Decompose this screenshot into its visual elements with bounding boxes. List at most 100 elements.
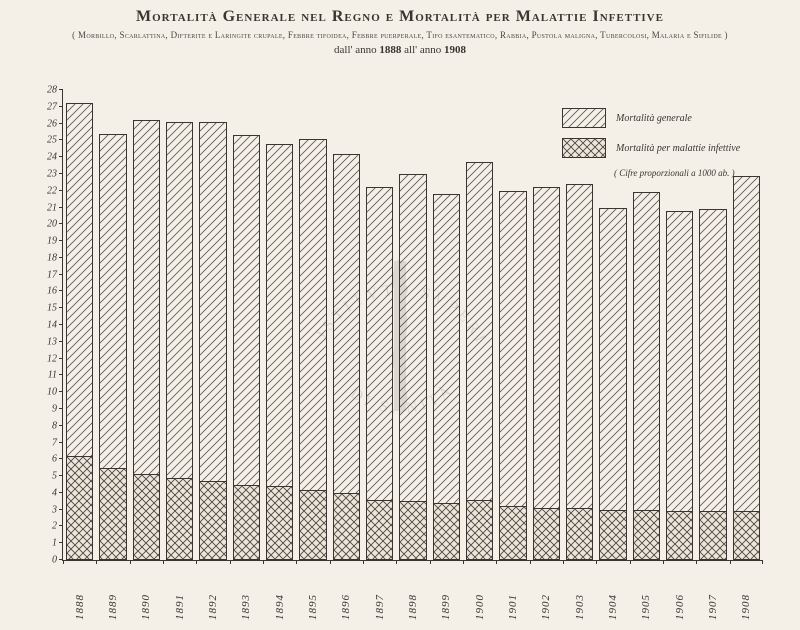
year-end: 1908 — [444, 44, 466, 56]
y-tick-label: 4 — [52, 487, 63, 498]
bar — [599, 208, 626, 561]
bar — [333, 154, 360, 560]
x-label: 1904 — [607, 594, 619, 620]
legend-swatch-infective — [562, 138, 606, 158]
x-label: 1903 — [574, 594, 586, 620]
bar — [199, 122, 226, 560]
x-label: 1890 — [140, 594, 152, 620]
y-tick-label: 14 — [47, 320, 63, 331]
x-label: 1906 — [674, 594, 686, 620]
bar — [366, 187, 393, 560]
y-tick-label: 15 — [47, 303, 63, 314]
y-tick-label: 2 — [52, 521, 63, 532]
x-label: 1901 — [507, 594, 519, 620]
y-tick-label: 25 — [47, 135, 63, 146]
legend-row-infective: Mortalità per malattie infettive — [562, 138, 772, 158]
bar-slot: 1902 — [530, 90, 563, 560]
bar — [499, 191, 526, 560]
y-tick-label: 19 — [47, 236, 63, 247]
chart-title: Mortalità Generale nel Regno e Mortalità… — [0, 8, 800, 26]
chart-subtitle: ( Morbillo, Scarlattina, Difterite e Lar… — [0, 30, 800, 40]
date-mid: all' anno — [401, 44, 444, 56]
bar-slot: 1899 — [430, 90, 463, 560]
y-tick-label: 5 — [52, 471, 63, 482]
bar-infective — [634, 510, 659, 559]
bar-infective — [600, 510, 625, 559]
bar-infective — [334, 493, 359, 559]
y-tick-label: 11 — [48, 370, 63, 381]
year-start: 1888 — [379, 44, 401, 56]
bar-general — [567, 185, 592, 559]
bar — [99, 134, 126, 560]
bar-slot: 1894 — [263, 90, 296, 560]
x-label: 1896 — [340, 594, 352, 620]
bar-general — [634, 193, 659, 559]
bar — [66, 103, 93, 560]
x-label: 1895 — [307, 594, 319, 620]
bar-infective — [400, 501, 425, 559]
x-label: 1902 — [540, 594, 552, 620]
legend-label-general: Mortalità generale — [616, 113, 692, 124]
bar — [233, 135, 260, 560]
bar-slot: 1901 — [496, 90, 529, 560]
y-tick-label: 22 — [47, 185, 63, 196]
y-tick-label: 23 — [47, 168, 63, 179]
bar-infective — [100, 468, 125, 559]
y-tick-label: 6 — [52, 454, 63, 465]
y-tick-label: 21 — [47, 202, 63, 213]
bar-infective — [200, 481, 225, 559]
legend-swatch-general — [562, 108, 606, 128]
bar-general — [734, 177, 759, 559]
bar-slot: 1896 — [330, 90, 363, 560]
bar-infective — [234, 485, 259, 560]
bar-slot: 1898 — [396, 90, 429, 560]
bar-infective — [567, 508, 592, 559]
bar — [433, 194, 460, 560]
y-tick-label: 8 — [52, 420, 63, 431]
y-tick-label: 13 — [47, 336, 63, 347]
x-label: 1893 — [240, 594, 252, 620]
x-label: 1900 — [474, 594, 486, 620]
bar — [666, 211, 693, 560]
bar-general — [667, 212, 692, 559]
x-label: 1891 — [174, 594, 186, 620]
bar-infective — [467, 500, 492, 559]
bar-infective — [500, 506, 525, 559]
y-tick-label: 18 — [47, 252, 63, 263]
bar-infective — [167, 478, 192, 559]
bar — [166, 122, 193, 560]
bar-slot: 1895 — [296, 90, 329, 560]
y-tick-label: 0 — [52, 555, 63, 566]
y-tick-label: 24 — [47, 152, 63, 163]
bar-general — [534, 188, 559, 559]
bar-general — [500, 192, 525, 559]
date-range: dall' anno 1888 all' anno 1908 — [0, 44, 800, 56]
bar-infective — [267, 486, 292, 559]
bar-general — [700, 210, 725, 559]
bar-slot: 1891 — [163, 90, 196, 560]
bar — [633, 192, 660, 560]
x-label: 1897 — [374, 594, 386, 620]
y-tick-label: 16 — [47, 286, 63, 297]
y-tick-label: 12 — [47, 353, 63, 364]
bar-infective — [434, 503, 459, 559]
x-label: 1899 — [440, 594, 452, 620]
y-tick-label: 17 — [47, 269, 63, 280]
x-label: 1889 — [107, 594, 119, 620]
bar — [566, 184, 593, 560]
bar-infective — [300, 490, 325, 559]
x-label: 1894 — [274, 594, 286, 620]
bar-infective — [67, 456, 92, 559]
bar-general — [600, 209, 625, 560]
y-tick-label: 7 — [52, 437, 63, 448]
date-prefix: dall' anno — [334, 44, 379, 56]
bar-slot: 1892 — [196, 90, 229, 560]
bar-slot: 1889 — [96, 90, 129, 560]
x-label: 1888 — [74, 594, 86, 620]
y-tick-label: 10 — [47, 387, 63, 398]
legend-row-general: Mortalità generale — [562, 108, 772, 128]
bar — [699, 209, 726, 560]
bar-infective — [667, 511, 692, 559]
bar — [266, 144, 293, 560]
x-label: 1907 — [707, 594, 719, 620]
